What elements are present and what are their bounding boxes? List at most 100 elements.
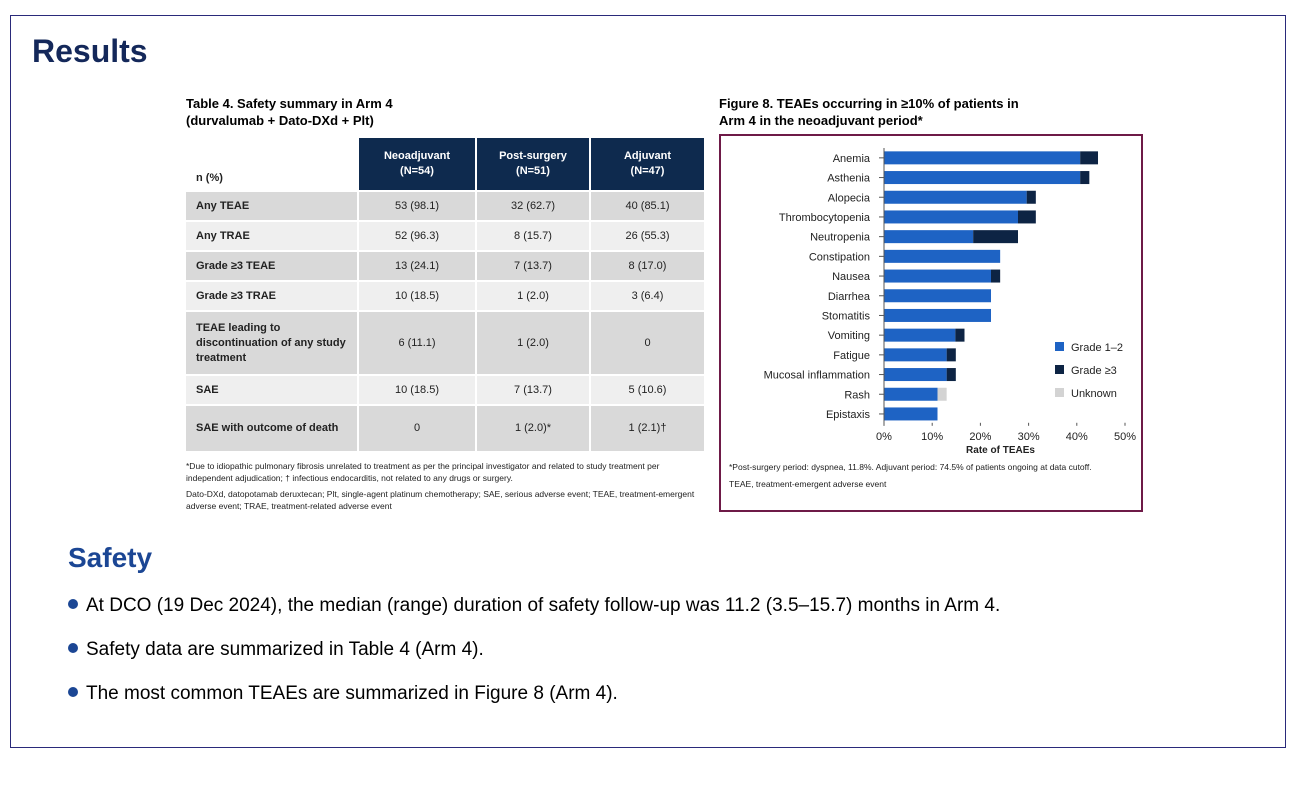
category-label: Vomiting: [828, 330, 870, 342]
col-name: Post-surgery: [499, 150, 567, 162]
col-n: (N=47): [630, 165, 665, 177]
row-label: Grade ≥3 TEAE: [186, 250, 358, 281]
category-label: Anemia: [833, 153, 871, 165]
table-cell: 10 (18.5): [357, 374, 476, 405]
table-cell: 32 (62.7): [475, 190, 590, 221]
bullet-item: Safety data are summarized in Table 4 (A…: [68, 636, 1000, 680]
figure-footnotes: *Post-surgery period: dyspnea, 11.8%. Ad…: [729, 462, 1139, 496]
bar-segment: [991, 269, 1001, 283]
table-header-n: n (%): [186, 138, 358, 191]
x-tick-label: 0%: [876, 431, 892, 443]
legend-label: Unknown: [1071, 388, 1117, 400]
safety-summary-table: n (%) Neoadjuvant (N=54) Post-surgery (N…: [186, 138, 704, 451]
bullet-text: Safety data are summarized in Table 4 (A…: [86, 639, 484, 660]
category-label: Mucosal inflammation: [764, 370, 870, 382]
legend-label: Grade 1–2: [1071, 342, 1123, 354]
table-row: SAE with outcome of death 0 1 (2.0)* 1 (…: [186, 404, 704, 451]
x-tick-label: 50%: [1114, 431, 1136, 443]
table-cell: 5 (10.6): [589, 374, 704, 405]
teae-figure: Anemia Asthenia Alopecia Thrombocytopenia Ne…: [719, 134, 1143, 512]
table-row: Grade ≥3 TEAE 13 (24.1) 7 (13.7) 8 (17.0…: [186, 250, 704, 281]
col-n: (N=54): [400, 165, 434, 177]
figure-caption: Figure 8. TEAEs occurring in ≥10% of pat…: [719, 95, 1019, 129]
bar-segment: [884, 387, 938, 401]
legend-swatch: [1055, 388, 1064, 397]
table-cell: 8 (17.0): [589, 250, 704, 281]
x-tick-label: 10%: [921, 431, 943, 443]
table-cell: 1 (2.0): [475, 280, 590, 311]
figure-footnote-2: TEAE, treatment-emergent adverse event: [729, 479, 887, 489]
row-label: SAE: [186, 374, 358, 405]
bar-segment: [884, 269, 992, 283]
row-label: Any TEAE: [186, 190, 358, 221]
table-footnote-2: Dato-DXd, datopotamab deruxtecan; Plt, s…: [186, 489, 695, 511]
table-footnotes: *Due to idiopathic pulmonary fibrosis un…: [186, 460, 706, 516]
table-caption-line2: (durvalumab + Dato-DXd + Plt): [186, 113, 374, 128]
table-header-col: Neoadjuvant (N=54): [357, 138, 476, 191]
table-cell: 3 (6.4): [589, 280, 704, 311]
table-cell: 1 (2.1)†: [589, 404, 704, 451]
col-n: (N=51): [516, 165, 550, 177]
bar-segment: [937, 387, 947, 401]
col-name: Adjuvant: [623, 150, 672, 162]
x-tick-label: 40%: [1066, 431, 1088, 443]
table-header-col: Adjuvant (N=47): [589, 138, 704, 191]
bullet-item: At DCO (19 Dec 2024), the median (range)…: [68, 592, 1000, 636]
row-label: Grade ≥3 TRAE: [186, 280, 358, 311]
table-cell: 13 (24.1): [357, 250, 476, 281]
category-label: Constipation: [809, 251, 870, 263]
table-cell: 7 (13.7): [475, 250, 590, 281]
x-tick-label: 30%: [1018, 431, 1040, 443]
table-header-col: Post-surgery (N=51): [475, 138, 590, 191]
table-cell: 52 (96.3): [357, 220, 476, 251]
category-label: Rash: [844, 389, 870, 401]
table-row: Any TEAE 53 (98.1) 32 (62.7) 40 (85.1): [186, 190, 704, 221]
bar-segment: [884, 348, 947, 362]
category-label: Stomatitis: [822, 310, 871, 322]
table-caption: Table 4. Safety summary in Arm 4 (durval…: [186, 95, 393, 129]
table-caption-line1: Table 4. Safety summary in Arm 4: [186, 96, 393, 111]
table-footnote-1: *Due to idiopathic pulmonary fibrosis un…: [186, 461, 660, 483]
table-cell: 10 (18.5): [357, 280, 476, 311]
bar-segment: [884, 407, 938, 421]
table-cell: 26 (55.3): [589, 220, 704, 251]
table-cell: 1 (2.0): [475, 310, 590, 375]
category-label: Thrombocytopenia: [779, 212, 871, 224]
row-label: Any TRAE: [186, 220, 358, 251]
bar-segment: [1026, 190, 1036, 204]
category-label: Asthenia: [827, 173, 871, 185]
bullet-text: The most common TEAEs are summarized in …: [86, 683, 618, 704]
bar-segment: [1080, 171, 1090, 185]
table-header-row: n (%) Neoadjuvant (N=54) Post-surgery (N…: [186, 138, 704, 191]
bar-segment: [946, 348, 956, 362]
bullet-icon: [68, 599, 78, 609]
x-axis-label: Rate of TEAEs: [966, 445, 1035, 456]
table-cell: 1 (2.0)*: [475, 404, 590, 451]
bar-segment: [884, 210, 1018, 224]
category-label: Diarrhea: [828, 291, 871, 303]
bullet-item: The most common TEAEs are summarized in …: [68, 680, 1000, 724]
table-cell: 8 (15.7): [475, 220, 590, 251]
category-label: Fatigue: [833, 350, 870, 362]
x-tick-label: 20%: [969, 431, 991, 443]
bullet-text: At DCO (19 Dec 2024), the median (range)…: [86, 595, 1001, 616]
table-cell: 40 (85.1): [589, 190, 704, 221]
category-label: Nausea: [832, 271, 871, 283]
teae-bar-chart: Anemia Asthenia Alopecia Thrombocytopenia Ne…: [764, 148, 1136, 456]
bar-segment: [884, 308, 992, 322]
category-label: Neutropenia: [810, 232, 871, 244]
bar-segment: [946, 368, 956, 382]
slide-frame: [10, 15, 1286, 748]
category-label: Epistaxis: [826, 409, 871, 421]
bar-segment: [884, 289, 992, 303]
legend-swatch: [1055, 342, 1064, 351]
bar-segment: [884, 230, 974, 244]
table-cell: 6 (11.1): [357, 310, 476, 375]
bar-segment: [973, 230, 1018, 244]
figure-caption-line2: Arm 4 in the neoadjuvant period*: [719, 113, 923, 128]
bar-segment: [884, 328, 956, 342]
table-cell: 7 (13.7): [475, 374, 590, 405]
bar-segment: [884, 368, 947, 382]
bar-segment: [1080, 151, 1099, 165]
legend-label: Grade ≥3: [1071, 365, 1117, 377]
